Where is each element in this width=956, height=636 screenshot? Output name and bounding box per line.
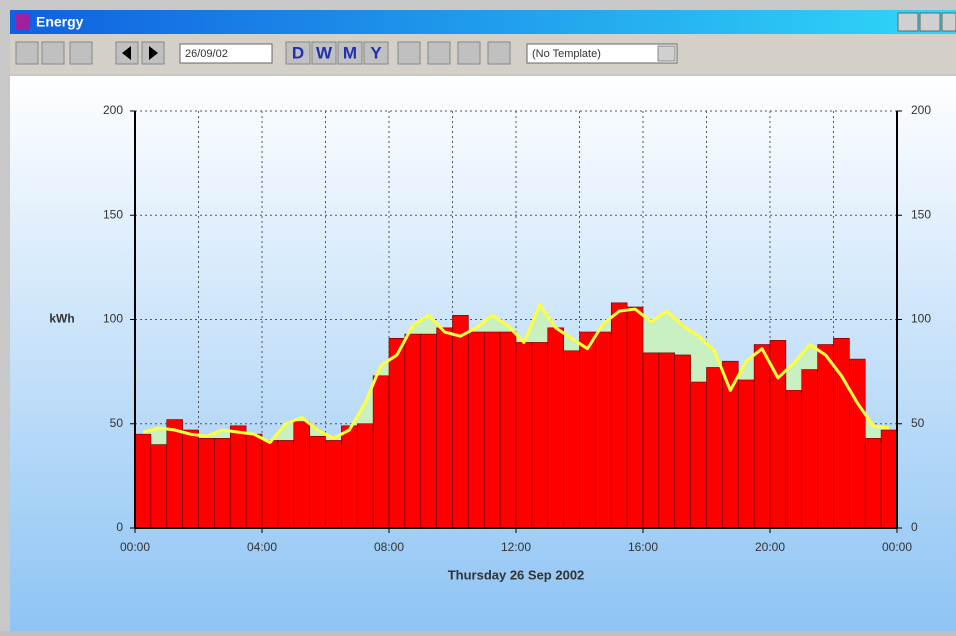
period-button[interactable] <box>337 41 363 65</box>
maximize-button[interactable] <box>919 12 941 32</box>
x-tick-label: 04:00 <box>247 540 277 554</box>
bar <box>420 333 437 529</box>
bar <box>261 440 279 529</box>
bar <box>737 379 755 529</box>
period-label: D <box>292 43 304 62</box>
y2-tick-label: 100 <box>911 312 931 326</box>
y-tick-label: 150 <box>103 207 123 221</box>
bar <box>753 344 771 529</box>
tool-button[interactable] <box>397 41 421 65</box>
bar <box>372 375 390 529</box>
prev-arrow <box>122 46 131 60</box>
bar <box>531 342 549 529</box>
bar <box>515 342 533 529</box>
bar <box>483 331 501 529</box>
bar <box>722 360 739 529</box>
bar <box>642 352 660 529</box>
bar <box>150 444 168 529</box>
bar <box>849 358 866 529</box>
bar <box>293 421 310 529</box>
bar <box>595 331 612 529</box>
period-label: W <box>316 43 333 62</box>
dropdown-arrow[interactable] <box>657 45 676 62</box>
template-text: (No Template) <box>532 48 601 60</box>
bar <box>341 425 358 529</box>
bar <box>436 327 453 529</box>
x-tick-label: 20:00 <box>755 540 785 554</box>
bar <box>245 433 263 529</box>
bar <box>468 331 485 529</box>
chart: 0 50 100 150 200 0 50 100 150 200 00:00 04:00 08:00 1… <box>49 103 931 582</box>
period-button[interactable] <box>363 41 389 65</box>
bar <box>166 419 183 529</box>
y2-tick-label: 150 <box>911 207 931 221</box>
bar <box>499 331 517 529</box>
title-bar <box>10 10 956 34</box>
toolbar <box>10 34 956 74</box>
window-title: Energy <box>36 14 84 30</box>
bar <box>626 306 644 529</box>
bar <box>452 315 469 529</box>
bar <box>610 302 628 529</box>
bar <box>388 337 406 529</box>
bar <box>864 438 882 529</box>
bar <box>214 438 231 529</box>
bar <box>674 354 691 529</box>
tool-button[interactable] <box>427 41 451 65</box>
line <box>142 303 890 445</box>
minimize-button[interactable] <box>897 12 919 32</box>
x-tick-label: 16:00 <box>628 540 658 554</box>
period-button[interactable] <box>311 41 337 65</box>
y2-tick-label: 200 <box>911 103 931 117</box>
bar <box>801 369 818 529</box>
date-text: 26/09/02 <box>185 48 228 60</box>
y-tick-label: 200 <box>103 103 123 117</box>
bar <box>404 333 422 529</box>
bar <box>134 433 152 529</box>
bar <box>658 352 676 529</box>
calendar-button[interactable] <box>41 41 65 65</box>
x-tick-label: 12:00 <box>501 540 531 554</box>
bar <box>182 429 199 529</box>
period-label: M <box>343 43 357 62</box>
date-field[interactable] <box>179 43 273 64</box>
bar <box>277 440 295 529</box>
period-label: Y <box>370 43 382 62</box>
bar <box>785 390 803 529</box>
x-axis-label: Thursday 26 Sep 2002 <box>448 567 585 582</box>
y2-tick-label: 0 <box>911 520 918 534</box>
period-button[interactable] <box>285 41 311 65</box>
app-icon <box>16 14 30 30</box>
x-tick-label: 00:00 <box>882 540 912 554</box>
x-tick-label: 08:00 <box>374 540 404 554</box>
y-tick-label: 0 <box>116 520 123 534</box>
bar <box>198 438 215 529</box>
bar <box>325 440 342 529</box>
bar <box>706 367 723 529</box>
bar <box>309 435 326 529</box>
bar <box>880 429 898 529</box>
template-dropdown[interactable] <box>526 43 678 64</box>
y-axis-label: kWh <box>49 312 74 326</box>
color-button[interactable] <box>487 41 511 65</box>
y-tick-label: 100 <box>103 312 123 326</box>
next-arrow <box>149 46 158 60</box>
chart-button[interactable] <box>15 41 39 65</box>
x-tick-label: 00:00 <box>120 540 150 554</box>
bar <box>547 327 564 529</box>
bar <box>229 425 247 529</box>
bar <box>356 423 374 529</box>
y2-tick-label: 50 <box>911 416 925 430</box>
bar <box>817 344 834 529</box>
print-button[interactable] <box>69 41 93 65</box>
bar <box>579 331 596 529</box>
close-button[interactable] <box>941 12 956 32</box>
y-tick-label: 50 <box>110 416 124 430</box>
bar <box>563 350 580 529</box>
bar <box>690 381 707 529</box>
tool-button[interactable] <box>457 41 481 65</box>
